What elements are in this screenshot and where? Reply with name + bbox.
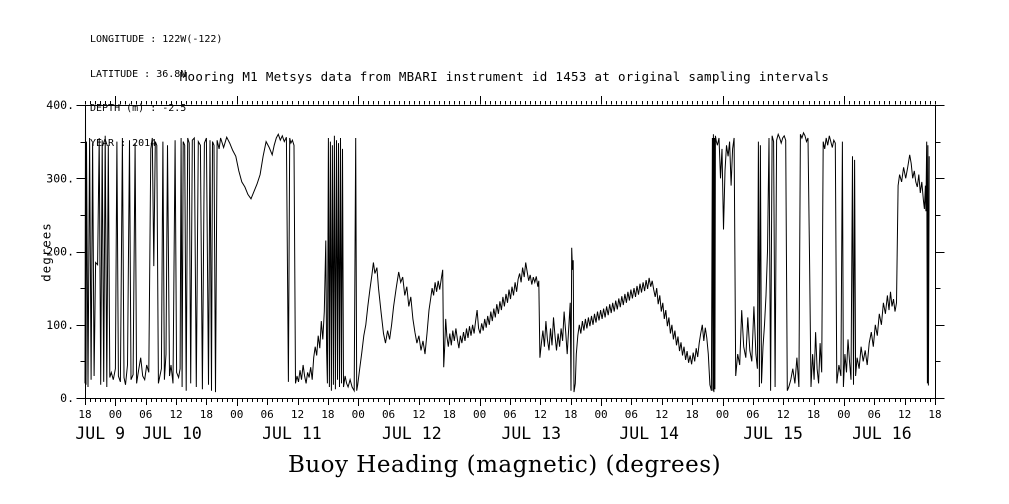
hour-tick-label: 18 [564,408,577,421]
hour-tick-label: 06 [382,408,395,421]
hour-tick-label: 12 [412,408,425,421]
hour-tick-label: 00 [352,408,365,421]
hour-tick-label: 00 [716,408,729,421]
chart-title: Mooring M1 Metsys data from MBARI instru… [179,69,830,84]
hour-tick-label: 06 [261,408,274,421]
date-label: JUL 12 [382,424,442,443]
hour-tick-label: 18 [443,408,456,421]
hour-tick-label: 12 [169,408,182,421]
axis-ticks [76,96,945,406]
hour-tick-label: 12 [777,408,790,421]
hour-tick-labels: 18 00 06 12 18 00 06 12 18 00 06 12 18 00 06 12 18 00 06 12… [78,408,941,421]
date-label: JUL 14 [619,424,679,443]
hour-tick-label: 06 [746,408,759,421]
hour-tick-label: 18 [78,408,91,421]
y-tick-label: 100. [46,318,74,332]
heading-series-line [84,113,930,393]
hour-tick-label: 18 [807,408,820,421]
longitude-label: LONGITUDE : 122W(-122) [90,34,223,45]
hour-tick-label: 12 [291,408,304,421]
date-label: JUL 13 [501,424,561,443]
depth-label: DEPTH (m) : -2.5 [90,103,187,114]
x-axis-title: Buoy Heading (magnetic) (degrees) [287,452,722,478]
date-label: JUL 9 [75,424,125,443]
hour-tick-label: 00 [473,408,486,421]
y-tick-label: 300. [46,171,74,185]
hour-tick-label: 18 [321,408,334,421]
hour-tick-label: 12 [655,408,668,421]
hour-tick-label: 12 [534,408,547,421]
y-tick-label: 0. [60,391,74,405]
latitude-label: LATITUDE : 36.8N [90,68,187,80]
hour-tick-label: 06 [625,408,638,421]
hour-tick-label: 18 [200,408,213,421]
y-tick-labels: 0. 100. 200. 300. 400. [46,98,74,405]
y-tick-label: 400. [46,98,74,112]
date-label: JUL 15 [743,424,803,443]
hour-tick-label: 06 [868,408,881,421]
date-labels: JUL 9 JUL 10 JUL 11 JUL 12 JUL 13 JUL 14 JUL 1… [75,424,911,443]
date-label: JUL 16 [852,424,912,443]
date-label: JUL 10 [142,424,202,443]
y-tick-label: 200. [46,245,74,259]
hour-tick-label: 06 [503,408,516,421]
hour-tick-label: 12 [898,408,911,421]
hour-tick-label: 18 [928,408,941,421]
hour-tick-label: 00 [837,408,850,421]
hour-tick-label: 00 [594,408,607,421]
y-axis-label: degrees [38,222,54,282]
hour-tick-label: 00 [109,408,122,421]
date-label: JUL 11 [262,424,322,443]
hour-tick-label: 06 [139,408,152,421]
hour-tick-label: 18 [686,408,699,421]
hour-tick-label: 00 [230,408,243,421]
